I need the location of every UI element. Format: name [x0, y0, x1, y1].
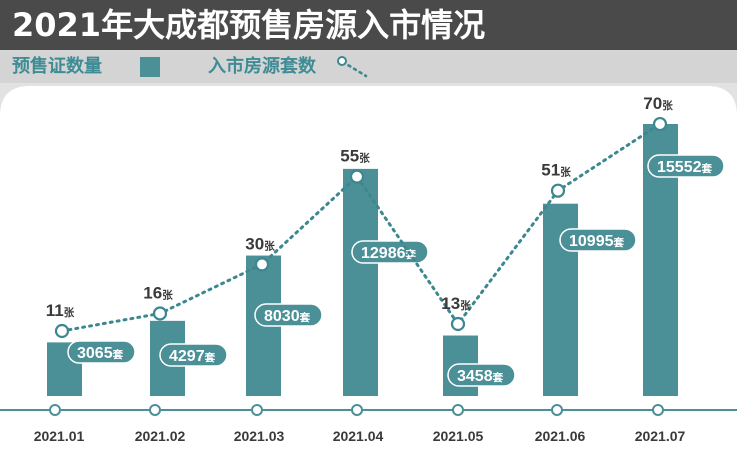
bar-value-unit: 套 [492, 371, 504, 384]
bar-value-label: 15552套 [647, 154, 725, 178]
bar-value-unit: 套 [299, 311, 311, 324]
bar-value-pill [647, 154, 725, 178]
x-tick-label: 2021.05 [433, 428, 484, 444]
line-value-unit: 张 [460, 299, 471, 312]
line-value-number: 11 [46, 301, 64, 320]
x-axis-tick-marker [652, 404, 664, 416]
line-value-label: 55张 [340, 147, 370, 166]
bar-value-label: 12986套 [351, 240, 429, 264]
x-tick-label: 2021.04 [333, 428, 384, 444]
x-axis-tick-marker [251, 404, 263, 416]
line-point [54, 323, 70, 339]
bar-value-unit: 套 [701, 162, 713, 175]
bar-value-label: 10995套 [559, 228, 637, 252]
chart-title: 2021年大成都预售房源入市情况 [12, 6, 486, 44]
x-tick-label: 2021.07 [635, 428, 686, 444]
bar-2021-04 [343, 168, 378, 396]
line-value-unit: 张 [162, 288, 173, 301]
legend-label-housing-units: 入市房源套数 [208, 56, 316, 77]
bar-value-label: 3458套 [447, 363, 516, 387]
line-value-number: 30 [245, 234, 264, 253]
line-value-label: 70张 [643, 94, 673, 113]
line-value-unit: 张 [662, 99, 673, 112]
bar-value-number: 15552 [657, 159, 702, 176]
line-value-number: 70 [643, 94, 662, 113]
line-value-label: 11张 [46, 301, 75, 320]
bar-value-label: 3065套 [67, 340, 136, 364]
bar-value-pill [351, 240, 429, 264]
x-axis-tick-marker [149, 404, 161, 416]
x-tick-label: 2021.01 [34, 428, 85, 444]
bar-value-label: 4297套 [159, 343, 228, 367]
bar-value-text: 15552套 [657, 159, 713, 176]
line-value-number: 55 [340, 147, 359, 166]
bar-value-unit: 套 [112, 348, 124, 361]
bar-value-number: 12986 [361, 245, 406, 262]
bar-value-pill [67, 340, 136, 364]
bar-value-unit: 套 [204, 351, 216, 364]
bar-value-number: 3458 [457, 368, 493, 385]
bar-value-text: 8030套 [264, 308, 311, 325]
line-value-unit: 张 [64, 306, 75, 319]
line-point [652, 116, 668, 132]
bar-value-pill [254, 303, 323, 327]
bar-value-label: 8030套 [254, 303, 323, 327]
x-axis-tick-marker [452, 404, 464, 416]
bar-value-text: 10995套 [569, 233, 625, 250]
bar-value-pill [447, 363, 516, 387]
bar-value-number: 10995 [569, 233, 614, 250]
legend-label-presale-certificates: 预售证数量 [12, 56, 102, 77]
bar-value-text: 4297套 [169, 348, 216, 365]
legend: 预售证数量 入市房源套数 [0, 50, 737, 83]
bar-value-number: 4297 [169, 348, 205, 365]
bar-value-unit: 套 [613, 236, 625, 249]
bar-value-text: 3065套 [77, 345, 124, 362]
line-point [349, 169, 365, 184]
line-value-label: 13张 [441, 294, 471, 313]
title-bar: 2021年大成都预售房源入市情况 [0, 0, 737, 50]
bar-value-number: 3065 [77, 345, 113, 362]
line-value-unit: 张 [264, 239, 275, 252]
line-point [152, 306, 168, 321]
bar-value-pill [159, 343, 228, 367]
line-value-unit: 张 [359, 152, 370, 165]
x-axis-tick-marker [49, 404, 61, 416]
x-axis-tick-marker [351, 404, 363, 416]
x-axis-tick-marker [551, 404, 563, 416]
line-value-label: 16张 [143, 283, 173, 302]
bar-value-number: 8030 [264, 308, 300, 325]
bar-value-text: 3458套 [457, 368, 504, 385]
square-swatch-icon [140, 57, 160, 77]
line-point [550, 183, 566, 198]
line-point [254, 257, 270, 272]
line-value-label: 51张 [541, 161, 571, 180]
dotted-line-icon [337, 56, 368, 78]
line-value-number: 13 [441, 294, 460, 313]
x-tick-label: 2021.02 [135, 428, 186, 444]
x-tick-label: 2021.06 [535, 428, 586, 444]
x-tick-label: 2021.03 [234, 428, 285, 444]
bar-value-pill [559, 228, 637, 252]
line-value-unit: 张 [560, 166, 571, 179]
line-value-number: 16 [143, 283, 162, 302]
line-point [450, 316, 466, 332]
line-value-label: 30张 [245, 234, 275, 253]
line-value-number: 51 [541, 161, 560, 180]
